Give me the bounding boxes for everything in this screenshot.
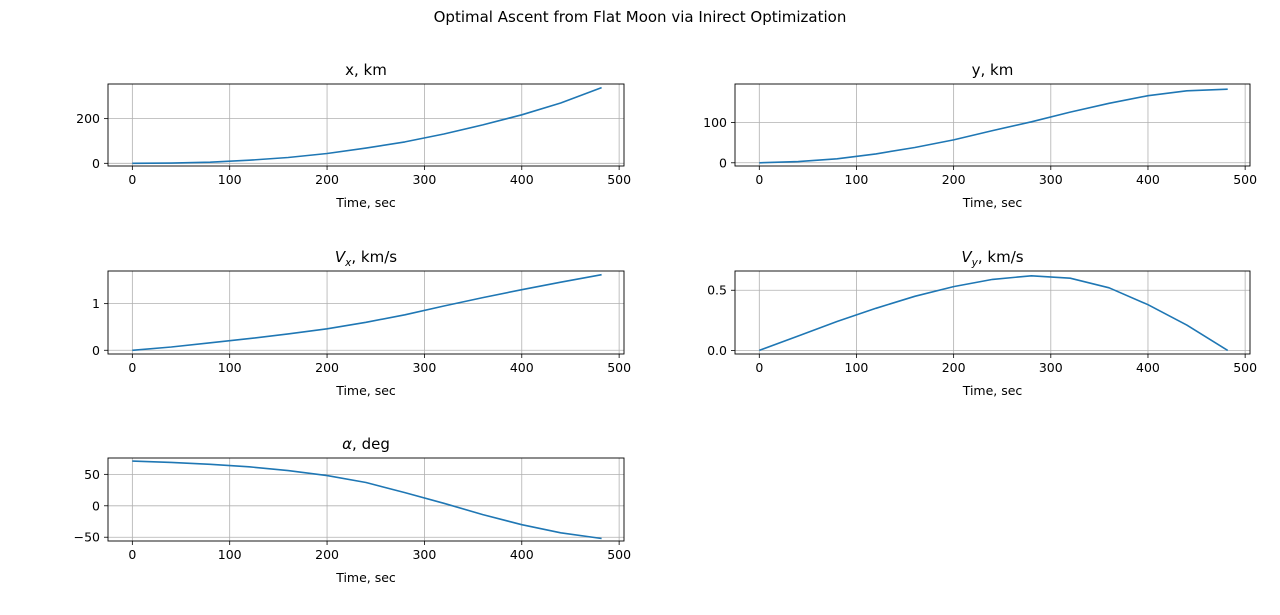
x-tick-label: 200 [942,172,966,187]
x-tick-label: 100 [845,172,869,187]
series-line-1 [132,273,602,352]
x-tick-label: 300 [1039,360,1063,375]
x-tick-label: 200 [942,360,966,375]
subplot-2: 0 100 200 300 400 500 0 100 Time, sec y, km [703,61,1257,210]
subplot-3: 0 100 200 300 400 500 0 1 Time, sec Vx, km/s [92,248,631,398]
y-tick-label: 0.5 [707,283,727,298]
axes-frame [107,457,625,542]
y-tick-label: 50 [84,467,100,482]
x-tick-label: 0 [755,360,763,375]
series-line-1 [759,274,1229,352]
axes-frame [107,83,625,167]
x-tick-label: 400 [510,360,534,375]
x-tick-label: 0 [128,547,136,562]
x-axis-label: Time, sec [335,195,396,210]
axes-frame [107,270,625,355]
x-tick-label: 200 [315,547,339,562]
x-tick-label: 500 [1233,360,1257,375]
y-tick-label: 0.0 [707,343,727,358]
x-tick-label: 300 [1039,172,1063,187]
y-tick-label: 100 [703,115,727,130]
y-tick-label: 1 [92,296,100,311]
x-tick-label: 500 [607,172,631,187]
x-tick-label: 200 [315,360,339,375]
x-tick-label: 100 [845,360,869,375]
subplot-title: y, km [972,61,1014,79]
subplot-title: Vy, km/s [961,248,1023,269]
x-tick-label: 400 [510,547,534,562]
subplot-title: α, deg [342,435,390,453]
x-tick-label: 300 [412,360,436,375]
subplot-5: 0 100 200 300 400 500 −50 0 50 Time, sec α, deg [74,435,631,585]
subplot-title: Vx, km/s [335,248,397,269]
x-axis-label: Time, sec [335,383,396,398]
y-tick-label: −50 [74,530,100,545]
x-tick-label: 400 [1136,360,1160,375]
series-line-1 [759,88,1228,164]
x-tick-label: 100 [218,547,242,562]
axes-frame [734,83,1251,167]
y-tick-label: 200 [76,111,100,126]
subplot-4: 0 100 200 300 400 500 0.0 0.5 Time, sec Vy, km/s [707,248,1257,398]
y-tick-label: 0 [92,343,100,358]
x-tick-label: 200 [315,172,339,187]
x-tick-label: 100 [218,172,242,187]
figure-title: Optimal Ascent from Flat Moon via Inirec… [433,8,847,26]
x-tick-label: 500 [1233,172,1257,187]
series-line-1 [132,86,602,165]
x-tick-label: 400 [1136,172,1160,187]
y-tick-label: 0 [92,498,100,513]
axes-frame [734,270,1251,355]
x-tick-label: 400 [510,172,534,187]
y-tick-label: 0 [92,156,100,171]
x-tick-label: 0 [128,172,136,187]
x-tick-label: 0 [755,172,763,187]
y-tick-label: 0 [719,155,727,170]
x-axis-label: Time, sec [962,383,1023,398]
x-tick-label: 500 [607,360,631,375]
x-tick-label: 100 [218,360,242,375]
x-tick-label: 300 [412,547,436,562]
x-tick-label: 500 [607,547,631,562]
x-tick-label: 300 [412,172,436,187]
x-axis-label: Time, sec [335,570,396,585]
x-tick-label: 0 [128,360,136,375]
subplot-1: 0 100 200 300 400 500 0 200 Time, sec x, km [76,61,631,210]
series-line-1 [132,460,602,540]
subplot-title: x, km [345,61,387,79]
x-axis-label: Time, sec [962,195,1023,210]
